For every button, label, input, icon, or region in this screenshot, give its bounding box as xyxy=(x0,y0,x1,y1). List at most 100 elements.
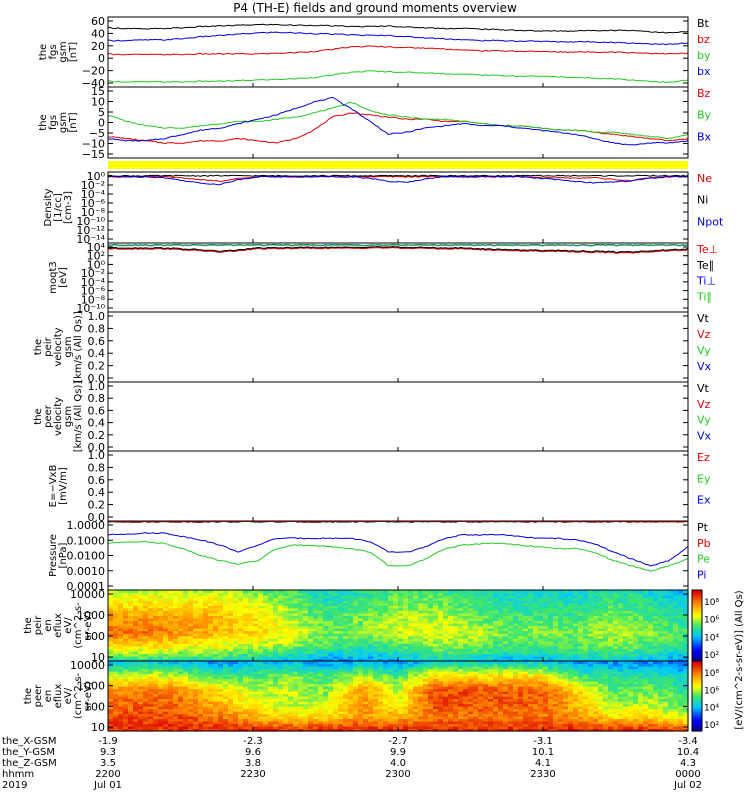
spectrogram-cell xyxy=(413,650,419,654)
y-tick-label: 10² xyxy=(87,250,105,263)
spectrogram-cell xyxy=(358,726,364,730)
spectrogram-cell xyxy=(308,708,314,712)
spectrogram-cell xyxy=(338,688,344,692)
spectrogram-cell xyxy=(593,635,599,639)
spectrogram-cell xyxy=(168,630,174,634)
spectrogram-cell xyxy=(593,655,599,660)
spectrogram-cell xyxy=(313,640,319,644)
spectrogram-cell xyxy=(443,620,449,624)
spectrogram-cell xyxy=(238,617,244,622)
spectrogram-cell xyxy=(138,676,144,680)
spectrogram-cell xyxy=(603,653,609,657)
spectrogram-cell xyxy=(178,726,184,730)
spectrogram-cell xyxy=(443,655,449,660)
spectrogram-cell xyxy=(448,595,454,599)
spectrogram-cell xyxy=(178,666,184,670)
spectrogram-cell xyxy=(568,658,574,662)
spectrogram-cell xyxy=(368,590,374,594)
spectrogram-cell xyxy=(193,696,199,700)
spectrogram-cell xyxy=(428,638,434,642)
spectrogram-cell xyxy=(548,610,554,614)
spectrogram-cell xyxy=(223,693,229,697)
spectrogram-cell xyxy=(193,701,199,705)
spectrogram-cell xyxy=(268,728,274,732)
spectrogram-cell xyxy=(403,648,409,652)
spectrogram-cell xyxy=(333,607,339,611)
spectrogram-cell xyxy=(598,600,604,604)
spectrogram-cell xyxy=(618,630,624,634)
spectrogram-cell xyxy=(118,610,124,614)
spectrogram-cell xyxy=(198,607,204,611)
spectrogram-cell xyxy=(603,645,609,649)
spectrogram-cell xyxy=(408,630,414,634)
spectrogram-cell xyxy=(448,600,454,604)
spectrogram-cell xyxy=(538,635,544,639)
spectrogram-cell xyxy=(208,650,214,654)
spectrogram-cell xyxy=(683,633,689,637)
spectrogram-cell xyxy=(358,678,364,682)
spectrogram-cell xyxy=(133,663,139,667)
spectrogram-cell xyxy=(238,615,244,619)
spectrogram-cell xyxy=(303,650,309,654)
spectrogram-cell xyxy=(573,633,579,637)
spectrogram-cell xyxy=(348,590,354,594)
spectrogram-cell xyxy=(608,650,614,654)
spectrogram-cell xyxy=(593,650,599,654)
spectrogram-cell xyxy=(428,630,434,634)
spectrogram-cell xyxy=(348,696,354,700)
spectrogram-cell xyxy=(123,633,129,637)
spectrogram-cell xyxy=(553,607,559,611)
spectrogram-cell xyxy=(308,610,314,614)
spectrogram-cell xyxy=(288,726,294,730)
spectrogram-cell xyxy=(403,655,409,660)
spectrogram-cell xyxy=(463,628,469,632)
spectrogram-cell xyxy=(238,721,244,725)
spectrogram-cell xyxy=(378,615,384,619)
spectrogram-cell xyxy=(178,610,184,614)
spectrogram-cell xyxy=(193,595,199,599)
spectrogram-cell xyxy=(233,728,239,732)
spectrogram-cell xyxy=(113,607,119,611)
spectrogram-cell xyxy=(673,625,679,629)
spectrogram-cell xyxy=(143,650,149,654)
spectrogram-cell xyxy=(153,686,159,690)
spectrogram-cell xyxy=(198,683,204,687)
spectrogram-cell xyxy=(218,653,224,657)
spectrogram-cell xyxy=(173,721,179,725)
y-tick-label: 10⁻⁶ xyxy=(81,197,106,210)
spectrogram-cell xyxy=(613,633,619,637)
spectrogram-cell xyxy=(348,600,354,604)
spectrogram-cell xyxy=(313,728,319,732)
spectrogram-cell xyxy=(598,615,604,619)
spectrogram-cell xyxy=(183,663,189,667)
spectrogram-cell xyxy=(208,671,214,675)
spectrogram-cell xyxy=(173,688,179,692)
spectrogram-cell xyxy=(673,597,679,601)
spectrogram-cell xyxy=(178,653,184,657)
spectrogram-cell xyxy=(333,673,339,677)
spectrogram-cell xyxy=(433,600,439,604)
spectrogram-cell xyxy=(188,643,194,647)
spectrogram-cell xyxy=(173,640,179,644)
spectrogram-cell xyxy=(668,633,674,637)
spectrogram-cell xyxy=(648,597,654,601)
spectrogram-cell xyxy=(203,706,209,710)
spectrogram-cell xyxy=(653,590,659,594)
spectrogram-cell xyxy=(133,703,139,707)
spectrogram-cell xyxy=(523,595,529,599)
spectrogram-cell xyxy=(618,617,624,622)
spectrogram-cell xyxy=(398,595,404,599)
spectrogram-cell xyxy=(133,610,139,614)
spectrogram-cell xyxy=(173,638,179,642)
spectrogram-cell xyxy=(213,597,219,601)
spectrogram-cell xyxy=(128,686,134,690)
spectrogram-cell xyxy=(138,595,144,599)
spectrogram-cell xyxy=(248,701,254,705)
spectrogram-cell xyxy=(598,625,604,629)
spectrogram-cell xyxy=(563,612,569,616)
spectrogram-cell xyxy=(183,696,189,700)
spectrogram-cell xyxy=(193,628,199,632)
spectrogram-cell xyxy=(388,625,394,629)
spectrogram-cell xyxy=(158,666,164,670)
spectrogram-cell xyxy=(593,643,599,647)
